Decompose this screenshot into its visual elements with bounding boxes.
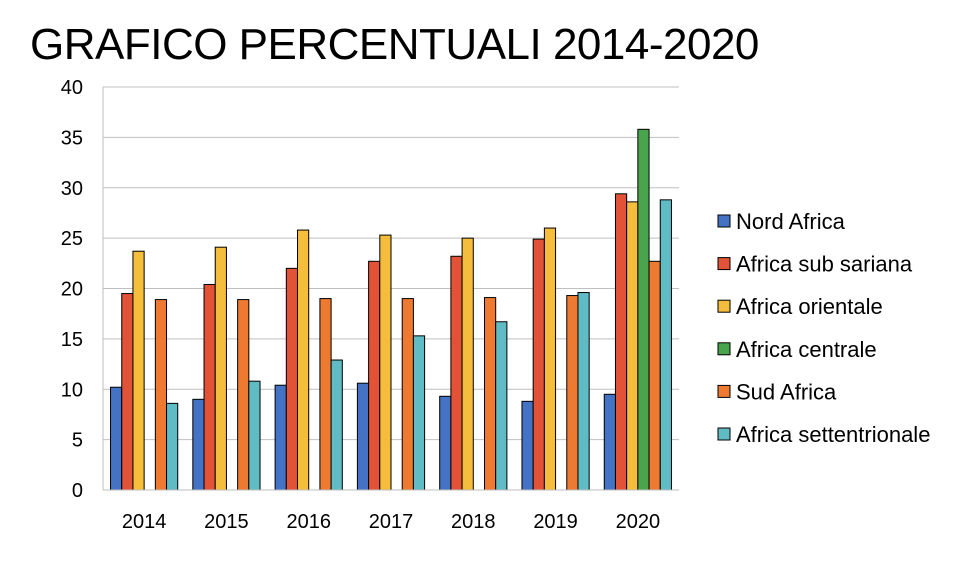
legend: Nord Africa Africa sub sariana Africa orie… (717, 209, 930, 447)
legend-swatch (717, 214, 731, 228)
bar-nord-africa-2017 (356, 382, 370, 491)
bars (110, 128, 672, 491)
axes (102, 87, 679, 491)
bar-africa-sub-sariana-2014 (121, 293, 134, 491)
bar-nord-africa-2016 (274, 384, 287, 491)
bar-africa-sub-sariana-2016 (285, 267, 299, 491)
bar-africa-orientale-2014 (132, 250, 145, 491)
bar-sud-africa-2014 (154, 299, 168, 491)
bar-africa-settentrionale-2017 (412, 335, 426, 491)
bar-sud-africa-2020 (648, 260, 661, 491)
bar-africa-orientale-2017 (379, 234, 392, 491)
bar-africa-sub-sariana-2015 (203, 283, 216, 491)
bar-africa-settentrionale-2014 (166, 402, 179, 491)
bar-nord-africa-2014 (110, 386, 123, 491)
bar-sud-africa-2017 (401, 298, 414, 491)
bar-nord-africa-2019 (521, 400, 534, 491)
x-tick-labels: 2014 2015 2016 2017 2018 2019 2020 (122, 511, 660, 533)
bar-africa-settentrionale-2020 (659, 199, 672, 491)
bar-africa-sub-sariana-2018 (450, 255, 463, 491)
bar-africa-sub-sariana-2017 (368, 260, 381, 491)
y-tick-label: 35 (61, 127, 83, 149)
x-tick-label: 2018 (451, 511, 496, 533)
bar-sud-africa-2019 (566, 295, 579, 491)
bar-africa-orientale-2019 (543, 227, 557, 491)
legend-swatch (717, 299, 731, 313)
y-tick-label: 5 (72, 430, 83, 452)
bar-nord-africa-2018 (439, 395, 452, 491)
bar-africa-sub-sariana-2020 (614, 193, 628, 491)
x-tick-label: 2015 (204, 511, 249, 533)
y-tick-label: 20 (61, 279, 83, 301)
legend-label: Nord Africa (736, 209, 846, 234)
y-tick-label: 15 (61, 329, 83, 351)
legend-label: Africa orientale (736, 294, 883, 319)
x-tick-label: 2017 (369, 511, 414, 533)
legend-swatch (717, 384, 731, 398)
bar-africa-sub-sariana-2019 (532, 238, 545, 491)
bar-nord-africa-2020 (603, 393, 616, 491)
bar-africa-orientale-2015 (214, 246, 227, 491)
x-tick-label: 2014 (122, 511, 167, 533)
x-tick-label: 2016 (286, 511, 331, 533)
y-tick-label: 40 (61, 77, 83, 99)
legend-label: Africa sub sariana (736, 252, 913, 277)
legend-label: Africa centrale (736, 337, 877, 362)
legend-swatch (717, 257, 731, 271)
legend-swatch (717, 342, 731, 356)
bar-nord-africa-2015 (192, 398, 205, 491)
y-tick-label: 30 (61, 178, 83, 200)
x-tick-label: 2019 (533, 511, 578, 533)
bar-africa-settentrionale-2018 (495, 321, 508, 491)
legend-label: Sud Africa (736, 379, 837, 404)
bar-sud-africa-2018 (483, 297, 497, 491)
legend-label: Africa settentrionale (736, 422, 930, 447)
bar-africa-settentrionale-2019 (577, 292, 590, 491)
x-tick-label: 2020 (616, 511, 661, 533)
bar-africa-centrale-2020 (637, 128, 650, 491)
y-tick-labels: 0 5 10 15 20 25 30 35 40 (61, 77, 83, 502)
bar-africa-orientale-2020 (626, 201, 639, 491)
bar-africa-orientale-2016 (297, 229, 310, 491)
bar-africa-settentrionale-2015 (248, 380, 261, 491)
bar-africa-settentrionale-2016 (330, 359, 343, 491)
bar-sud-africa-2015 (237, 299, 250, 491)
chart-title: GRAFICO PERCENTUALI 2014-2020 (30, 20, 759, 69)
bar-africa-orientale-2018 (461, 237, 474, 491)
y-tick-label: 25 (61, 228, 83, 250)
bar-sud-africa-2016 (319, 298, 332, 491)
y-tick-label: 10 (61, 379, 83, 401)
y-tick-label: 0 (72, 480, 83, 502)
legend-swatch (717, 427, 731, 441)
